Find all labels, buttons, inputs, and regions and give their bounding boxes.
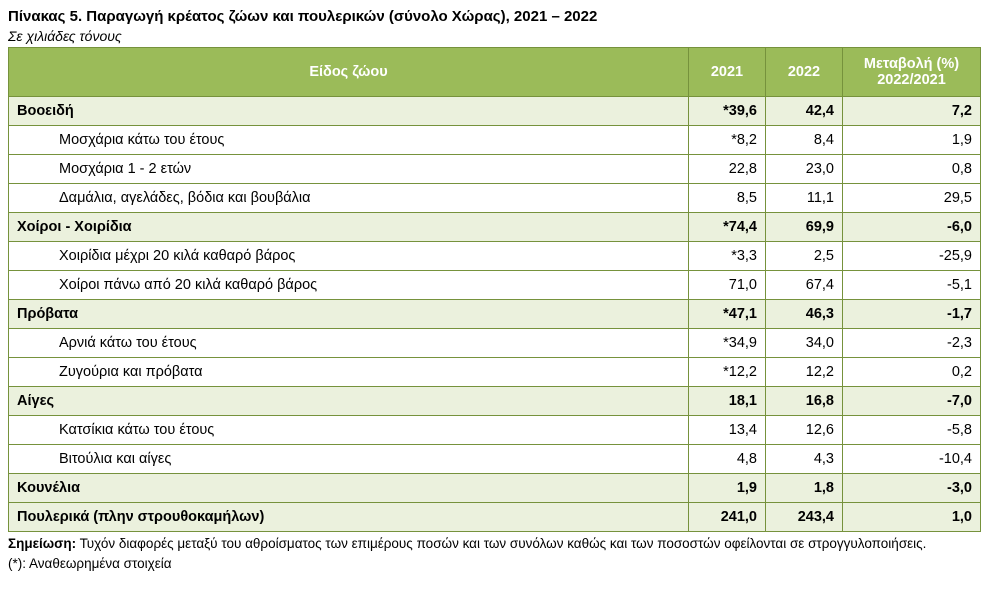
value-2022: 12,6	[765, 415, 843, 445]
value-2021: *34,9	[688, 328, 766, 358]
table-body: Βοοειδή *39,6 42,4 7,2 Μοσχάρια κάτω του έτο…	[8, 96, 981, 532]
note-text: Τυχόν διαφορές μεταξύ του αθροίσματος τω…	[76, 536, 927, 551]
value-2021: *3,3	[688, 241, 766, 271]
category-row: Πουλερικά (πλην στρουθοκαμήλων) 241,0 243,…	[8, 502, 981, 532]
value-2021: *39,6	[688, 96, 766, 126]
subcategory-row: Αρνιά κάτω του έτους *34,9 34,0 -2,3	[8, 328, 981, 358]
value-2022: 23,0	[765, 154, 843, 184]
row-label: Πρόβατα	[8, 299, 689, 329]
row-label: Βοοειδή	[8, 96, 689, 126]
table-title: Πίνακας 5. Παραγωγή κρέατος ζώων και που…	[8, 8, 598, 25]
value-2022: 243,4	[765, 502, 843, 532]
row-label: Χοίροι πάνω από 20 κιλά καθαρό βάρος	[8, 270, 689, 300]
subcategory-row: Κατσίκια κάτω του έτους 13,4 12,6 -5,8	[8, 415, 981, 445]
category-row: Χοίροι - Χοιρίδια *74,4 69,9 -6,0	[8, 212, 981, 242]
value-2022: 67,4	[765, 270, 843, 300]
row-label: Βιτούλια και αίγες	[8, 444, 689, 474]
value-2021: 241,0	[688, 502, 766, 532]
document: Πίνακας 5. Παραγωγή κρέατος ζώων και που…	[8, 0, 983, 572]
header-change-line2: 2022/2021	[877, 72, 946, 88]
header-2021: 2021	[688, 47, 766, 97]
subcategory-row: Βιτούλια και αίγες 4,8 4,3 -10,4	[8, 444, 981, 474]
value-2021: 1,9	[688, 473, 766, 503]
value-change: -5,8	[842, 415, 981, 445]
value-change: 0,8	[842, 154, 981, 184]
category-row: Κουνέλια 1,9 1,8 -3,0	[8, 473, 981, 503]
row-label: Αίγες	[8, 386, 689, 416]
value-change: -5,1	[842, 270, 981, 300]
category-row: Αίγες 18,1 16,8 -7,0	[8, 386, 981, 416]
subcategory-row: Χοίροι πάνω από 20 κιλά καθαρό βάρος 71,0…	[8, 270, 981, 300]
meat-production-table: Είδος ζώου 2021 2022 Μεταβολή (%) 2022/2…	[8, 47, 981, 532]
value-2021: *8,2	[688, 125, 766, 155]
value-change: 29,5	[842, 183, 981, 213]
header-change: Μεταβολή (%) 2022/2021	[842, 47, 981, 97]
value-change: -1,7	[842, 299, 981, 329]
table-header-row: Είδος ζώου 2021 2022 Μεταβολή (%) 2022/2…	[8, 47, 981, 97]
subcategory-row: Χοιρίδια μέχρι 20 κιλά καθαρό βάρος *3,3 2…	[8, 241, 981, 271]
value-2022: 42,4	[765, 96, 843, 126]
value-2022: 2,5	[765, 241, 843, 271]
category-row: Βοοειδή *39,6 42,4 7,2	[8, 96, 981, 126]
header-species: Είδος ζώου	[8, 47, 689, 97]
value-2022: 69,9	[765, 212, 843, 242]
value-2022: 34,0	[765, 328, 843, 358]
note-label: Σημείωση:	[8, 536, 77, 551]
value-2021: 71,0	[688, 270, 766, 300]
value-2021: 8,5	[688, 183, 766, 213]
value-2021: 13,4	[688, 415, 766, 445]
value-change: -10,4	[842, 444, 981, 474]
value-2022: 11,1	[765, 183, 843, 213]
subcategory-row: Δαμάλια, αγελάδες, βόδια και βουβάλια 8,5…	[8, 183, 981, 213]
row-label: Χοίροι - Χοιρίδια	[8, 212, 689, 242]
category-row: Πρόβατα *47,1 46,3 -1,7	[8, 299, 981, 329]
subcategory-row: Μοσχάρια κάτω του έτους *8,2 8,4 1,9	[8, 125, 981, 155]
value-2022: 12,2	[765, 357, 843, 387]
value-2022: 1,8	[765, 473, 843, 503]
row-label: Δαμάλια, αγελάδες, βόδια και βουβάλια	[8, 183, 689, 213]
row-label: Κουνέλια	[8, 473, 689, 503]
value-change: -25,9	[842, 241, 981, 271]
value-change: 7,2	[842, 96, 981, 126]
row-label: Ζυγούρια και πρόβατα	[8, 357, 689, 387]
value-2021: 18,1	[688, 386, 766, 416]
value-2021: *12,2	[688, 357, 766, 387]
value-change: -2,3	[842, 328, 981, 358]
row-label: Πουλερικά (πλην στρουθοκαμήλων)	[8, 502, 689, 532]
value-2022: 46,3	[765, 299, 843, 329]
value-change: 1,0	[842, 502, 981, 532]
value-2022: 16,8	[765, 386, 843, 416]
subcategory-row: Μοσχάρια 1 - 2 ετών 22,8 23,0 0,8	[8, 154, 981, 184]
value-2021: *74,4	[688, 212, 766, 242]
value-2021: 4,8	[688, 444, 766, 474]
subcategory-row: Ζυγούρια και πρόβατα *12,2 12,2 0,2	[8, 357, 981, 387]
value-2021: 22,8	[688, 154, 766, 184]
header-change-line1: Μεταβολή (%)	[863, 56, 960, 72]
value-change: -6,0	[842, 212, 981, 242]
table-subtitle: Σε χιλιάδες τόνους	[8, 28, 122, 44]
value-change: 1,9	[842, 125, 981, 155]
value-change: -3,0	[842, 473, 981, 503]
value-2021: *47,1	[688, 299, 766, 329]
row-label: Αρνιά κάτω του έτους	[8, 328, 689, 358]
value-change: 0,2	[842, 357, 981, 387]
value-change: -7,0	[842, 386, 981, 416]
header-2022: 2022	[765, 47, 843, 97]
revised-note: (*): Αναθεωρημένα στοιχεία	[8, 556, 172, 571]
row-label: Μοσχάρια κάτω του έτους	[8, 125, 689, 155]
row-label: Κατσίκια κάτω του έτους	[8, 415, 689, 445]
note: Σημείωση: Τυχόν διαφορές μεταξύ του αθρο…	[8, 535, 978, 552]
value-2022: 8,4	[765, 125, 843, 155]
value-2022: 4,3	[765, 444, 843, 474]
row-label: Χοιρίδια μέχρι 20 κιλά καθαρό βάρος	[8, 241, 689, 271]
row-label: Μοσχάρια 1 - 2 ετών	[8, 154, 689, 184]
